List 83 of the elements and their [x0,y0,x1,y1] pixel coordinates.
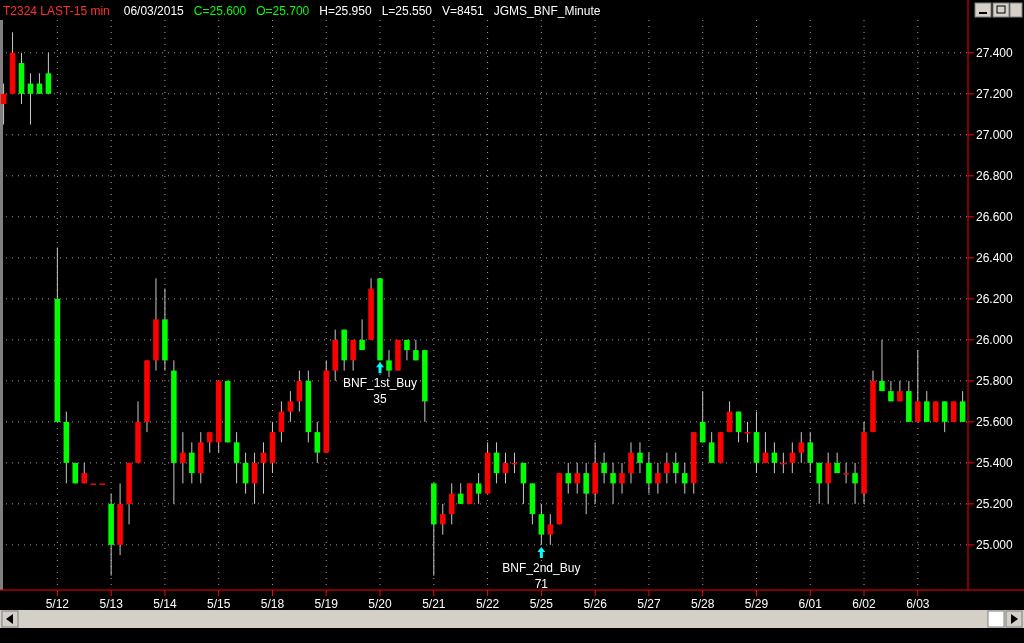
candlestick [45,52,52,95]
y-tick-label: 25.000 [976,538,1014,553]
annotation: BNF_2nd_Buy 71 [502,560,581,591]
candlestick [852,462,858,505]
candlestick [708,431,715,464]
candlestick [439,503,446,536]
candlestick [798,431,805,464]
chart-title: T2324 LAST-15 min [3,4,110,18]
y-tick-label: 26.200 [976,292,1014,307]
candlestick [637,441,643,474]
candlestick [681,462,688,495]
y-tick-label: 27.200 [976,87,1014,102]
x-tick-label: 5/27 [637,597,661,611]
candlestick [233,431,240,484]
x-tick-label: 6/02 [852,597,877,611]
candlestick [816,462,822,505]
y-tick-label: 25.200 [976,497,1014,512]
candlestick [664,452,670,484]
candlestick [915,349,921,423]
candlestick [189,441,195,484]
candlestick [601,452,607,484]
text: C=25.600 [193,4,247,18]
y-tick-label: 25.400 [976,456,1014,471]
candlestick [287,390,294,423]
x-tick-label: 5/26 [583,597,608,611]
candlestick [448,482,455,525]
x-tick-label: 5/15 [207,597,231,611]
candlestick [879,339,885,392]
text: JGMS_BNF_Minute [493,4,601,18]
x-tick-label: 6/01 [798,597,823,611]
x-tick-label: 5/25 [529,597,554,611]
candlestick [538,503,545,546]
candlestick [646,452,652,495]
candlestick [583,462,589,515]
candlestick [959,390,966,423]
candlestick [619,462,625,495]
x-tick-label: 5/21 [422,597,446,611]
candlestick [655,462,661,495]
x-tick-label: 5/13 [99,597,124,611]
candlestick [923,390,930,423]
x-tick-label: 5/12 [45,597,70,611]
candlestick [206,431,213,454]
candlestick [475,472,482,505]
candlestick [610,462,616,505]
candlestick [574,462,580,495]
candlestick [314,421,321,464]
candlestick [807,431,814,474]
x-tick-label: 5/18 [260,597,285,611]
candlestick [673,452,679,484]
x-tick-label: 5/28 [691,597,715,611]
candlestick [359,318,365,351]
y-tick-label: 26.400 [976,251,1014,266]
candlestick [950,400,957,423]
candlestick [350,339,356,372]
x-tick-label: 5/29 [744,597,769,611]
annotation: BNF_1st_Buy 35 [343,376,418,407]
candlestick [466,482,473,505]
candlestick [547,513,554,546]
candlestick [628,441,634,484]
text: O=25.700 [256,4,310,18]
y-tick-label: 26.800 [976,169,1014,184]
text: L=25.550 [381,4,433,18]
x-tick-label: 5/20 [368,597,393,611]
candlestick [744,421,751,443]
y-tick-label: 27.000 [976,128,1014,143]
candlestick [843,462,849,484]
x-tick-label: 5/22 [475,597,500,611]
candlestick [180,431,186,484]
y-tick-label: 26.000 [976,333,1014,348]
y-tick-label: 25.600 [976,415,1014,430]
x-tick-label: 6/03 [906,597,930,611]
candlestick [941,400,948,433]
candlestick [825,452,831,505]
text: 06/03/2015 [123,4,185,18]
y-tick-label: 26.600 [976,210,1014,225]
x-tick-label: 5/14 [153,597,177,611]
y-tick-label: 25.800 [976,374,1014,389]
y-tick-label: 27.400 [976,46,1014,61]
x-tick-label: 5/19 [314,597,339,611]
candlestick [565,462,572,495]
candlestick [932,400,939,423]
text: H=25.950 [319,4,372,18]
text: V=8451 [442,4,485,18]
